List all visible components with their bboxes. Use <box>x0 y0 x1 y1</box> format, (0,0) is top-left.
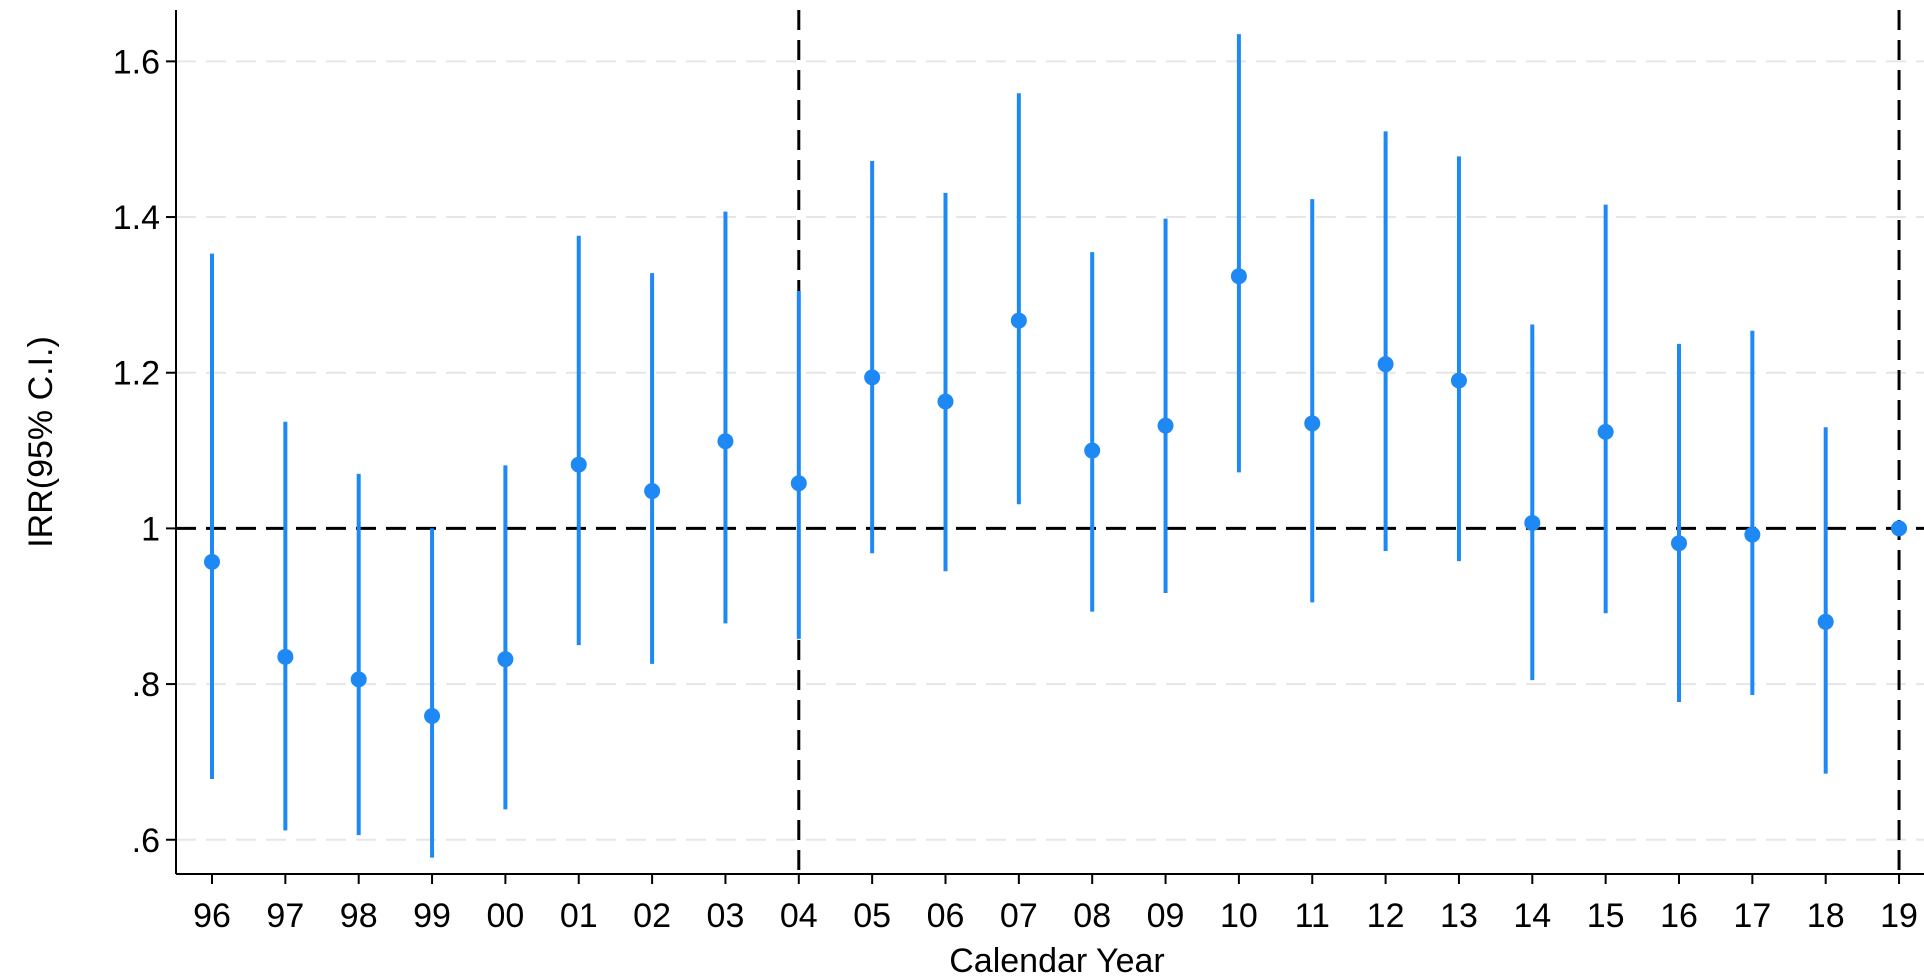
x-axis-title: Calendar Year <box>949 942 1165 980</box>
point-96 <box>204 553 220 570</box>
x-tick-label: 03 <box>707 897 745 935</box>
point-01 <box>570 456 587 473</box>
x-tick-label: 05 <box>853 897 891 935</box>
x-tick-label: 00 <box>486 897 524 935</box>
point-09 <box>1157 417 1174 434</box>
point-17 <box>1744 526 1761 543</box>
point-02 <box>644 483 661 500</box>
x-tick-label: 10 <box>1220 897 1258 935</box>
confidence-intervals <box>210 34 1828 858</box>
x-tick-label: 02 <box>633 897 671 935</box>
x-tick-label: 11 <box>1295 897 1330 935</box>
y-tick-label: 1.4 <box>113 199 160 237</box>
point-18 <box>1817 613 1834 630</box>
point-00 <box>497 651 514 668</box>
x-tick-label: 99 <box>413 897 451 935</box>
x-tick-label: 04 <box>780 897 818 935</box>
x-tick-label: 06 <box>927 897 965 935</box>
point-11 <box>1304 415 1321 432</box>
x-tick-label: 09 <box>1147 897 1185 935</box>
x-tick-label: 97 <box>266 897 304 935</box>
x-tick-label: 13 <box>1440 897 1478 935</box>
reference-lines <box>176 10 1924 874</box>
x-tick-label: 96 <box>193 897 231 935</box>
x-tick-label: 08 <box>1073 897 1111 935</box>
x-tick-label: 01 <box>560 897 598 935</box>
point-13 <box>1450 372 1467 389</box>
y-tick-label: 1.2 <box>113 355 160 393</box>
y-tick-label: 1 <box>141 510 160 548</box>
point-05 <box>864 369 881 386</box>
y-tick-label: .8 <box>132 666 160 704</box>
point-04 <box>790 475 807 492</box>
gridlines <box>176 60 1924 841</box>
point-19 <box>1891 520 1908 537</box>
x-tick-label: 19 <box>1880 897 1918 935</box>
x-tick-label: 98 <box>340 897 378 935</box>
point-03 <box>717 433 734 450</box>
y-axis-title: IRR(95% C.I.) <box>22 336 60 548</box>
x-tick-label: 15 <box>1587 897 1625 935</box>
point-estimates <box>204 268 1908 724</box>
point-10 <box>1230 268 1247 285</box>
x-tick-label: 18 <box>1807 897 1845 935</box>
axes <box>175 10 1924 875</box>
point-12 <box>1377 356 1394 373</box>
point-97 <box>277 648 294 665</box>
x-ticks: 96 97 98 99 00 01 02 03 04 05 06 07 08 09 10 11 12 13 14 15… <box>193 874 1918 935</box>
point-07 <box>1010 312 1027 329</box>
point-99 <box>424 707 441 724</box>
x-tick-label: 07 <box>1000 897 1038 935</box>
point-06 <box>937 393 954 410</box>
x-tick-label: 12 <box>1367 897 1405 935</box>
point-98 <box>350 671 367 688</box>
y-tick-label: 1.6 <box>113 43 160 81</box>
point-14 <box>1524 514 1541 531</box>
y-ticks: .6 .8 1 1.2 1.4 1.6 <box>113 43 176 860</box>
x-tick-label: 16 <box>1660 897 1698 935</box>
x-tick-label: 17 <box>1733 897 1771 935</box>
x-tick-label: 14 <box>1513 897 1551 935</box>
point-08 <box>1084 442 1101 459</box>
y-tick-label: .6 <box>132 822 160 860</box>
point-16 <box>1671 535 1687 552</box>
point-15 <box>1597 423 1614 440</box>
